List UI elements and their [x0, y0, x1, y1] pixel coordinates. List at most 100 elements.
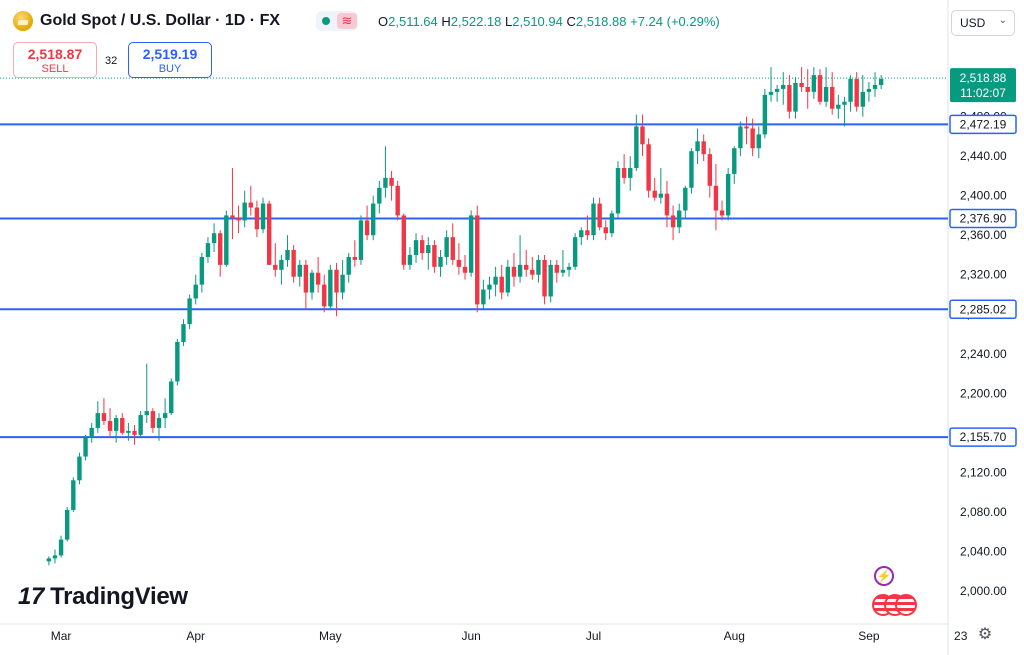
candle: [413, 233, 419, 263]
chevron-down-icon: ⌄: [998, 15, 1007, 26]
candle-body: [793, 82, 798, 112]
candle-body: [848, 79, 853, 102]
candle: [566, 262, 572, 277]
candle-body: [560, 269, 566, 273]
level-tag: [949, 208, 1017, 229]
candle-body: [248, 202, 253, 208]
candle: [658, 167, 664, 204]
gold-bar-icon: [13, 11, 33, 31]
buy-label: BUY: [158, 63, 182, 75]
candle: [701, 134, 706, 162]
candle-body: [285, 250, 290, 260]
candle: [77, 452, 82, 485]
candle-body: [756, 134, 761, 149]
candle-body: [205, 243, 211, 257]
candle: [346, 252, 351, 283]
low-value: 2,510.94: [512, 14, 563, 29]
candle: [462, 254, 468, 280]
high-value: 2,522.18: [450, 14, 502, 29]
lightning-icon[interactable]: ⚡: [874, 566, 894, 586]
candle: [101, 398, 107, 425]
candle-body: [358, 220, 364, 260]
candle-body: [762, 94, 768, 135]
candle: [781, 72, 786, 105]
candle: [322, 274, 327, 313]
x-tick-label: Mar: [51, 629, 72, 643]
buy-button[interactable]: 2,519.19 BUY: [128, 42, 212, 78]
candle: [266, 200, 272, 265]
candle-body: [805, 86, 810, 92]
candle: [279, 254, 284, 285]
candle-body: [322, 284, 327, 307]
candle-body: [132, 430, 137, 435]
candle-body: [224, 215, 229, 265]
candle: [211, 223, 217, 253]
candle-body: [126, 430, 131, 433]
candle-body: [744, 126, 749, 129]
candle-body: [481, 289, 486, 305]
candle: [358, 215, 364, 265]
candle-body: [719, 210, 725, 216]
candle-body: [872, 84, 878, 89]
candle: [683, 185, 688, 218]
candle: [162, 398, 168, 428]
currency-select[interactable]: USD ⌄: [951, 10, 1015, 36]
candle-body: [462, 266, 468, 273]
candle-body: [291, 250, 296, 277]
candle-body: [83, 437, 88, 457]
us-flag-icon[interactable]: [895, 594, 917, 616]
level-label: 2,472.19: [960, 117, 1007, 131]
candle: [156, 413, 162, 441]
candle-body: [548, 264, 553, 297]
candle-body: [107, 421, 113, 431]
candle-body: [628, 167, 633, 178]
x-tick-label: Aug: [724, 629, 745, 643]
candle-body: [585, 230, 590, 236]
candle: [664, 180, 670, 228]
candle: [328, 264, 333, 310]
candle: [725, 167, 731, 221]
candle: [224, 210, 229, 267]
candle-body: [340, 274, 345, 293]
candle-body: [505, 266, 511, 293]
candle-body: [579, 230, 584, 238]
candle-body: [475, 215, 480, 305]
candle-body: [542, 259, 547, 297]
candle: [377, 180, 382, 214]
candle-body: [866, 88, 872, 92]
candle-body: [830, 86, 835, 109]
low-label: L: [505, 14, 513, 29]
candle: [805, 69, 810, 109]
candle: [744, 116, 749, 145]
spread-value: 32: [105, 55, 118, 67]
candle: [419, 235, 425, 260]
candle: [511, 252, 517, 287]
candle-body: [199, 256, 205, 285]
close-label: C: [566, 14, 576, 29]
candle-body: [95, 413, 100, 428]
candle-body: [450, 237, 455, 260]
x-tick-label: Sep: [858, 629, 880, 643]
candle: [248, 185, 253, 216]
candle: [591, 197, 596, 241]
x-axis-ticks: Mar Apr May Jun Jul Aug Sep 23: [51, 629, 968, 643]
candle-body: [156, 418, 162, 428]
gear-icon[interactable]: ⚙: [977, 626, 993, 643]
candle: [615, 161, 621, 218]
candle: [493, 266, 498, 297]
x-tick-label: 23: [954, 629, 968, 643]
horizontal-levels[interactable]: 2,472.19 2,376.90 2,285.02 2,155.70: [0, 114, 1017, 447]
sell-button[interactable]: 2,518.87 SELL: [13, 42, 97, 78]
candle-body: [383, 177, 388, 188]
data-wave-icon[interactable]: ≋: [337, 13, 357, 29]
candle-body: [493, 276, 498, 285]
candle-body: [640, 126, 645, 145]
tradingview-logo[interactable]: 17 TradingView: [18, 583, 188, 611]
candle-body: [334, 269, 339, 293]
candle-body: [113, 418, 119, 431]
candle: [585, 215, 590, 241]
symbol-title[interactable]: Gold Spot / U.S. Dollar · 1D · FX: [40, 12, 281, 29]
candle-body: [713, 185, 719, 211]
candle: [126, 422, 131, 441]
